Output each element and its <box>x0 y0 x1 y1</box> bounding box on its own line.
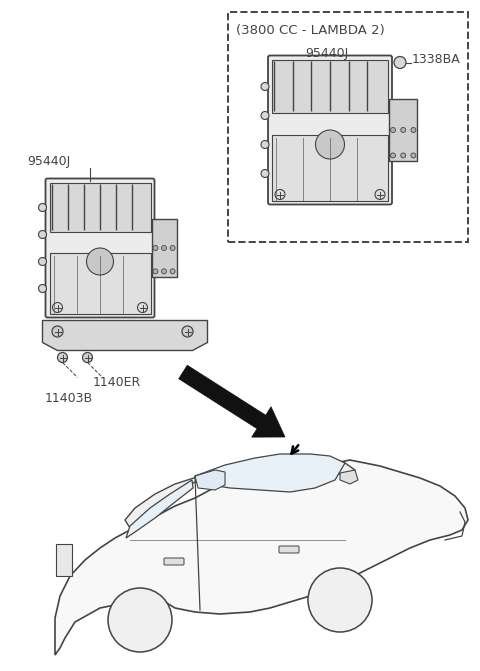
Circle shape <box>261 140 269 148</box>
Circle shape <box>326 586 354 614</box>
Circle shape <box>391 127 396 132</box>
Polygon shape <box>43 321 207 350</box>
Circle shape <box>261 170 269 178</box>
Circle shape <box>153 269 158 274</box>
Circle shape <box>162 269 167 274</box>
Polygon shape <box>179 365 285 437</box>
Polygon shape <box>340 470 358 484</box>
FancyBboxPatch shape <box>152 219 177 277</box>
Circle shape <box>401 127 406 132</box>
Circle shape <box>170 269 175 274</box>
Polygon shape <box>55 460 468 655</box>
Circle shape <box>261 111 269 119</box>
Circle shape <box>170 246 175 250</box>
Polygon shape <box>195 470 225 490</box>
Circle shape <box>401 153 406 158</box>
FancyBboxPatch shape <box>49 183 151 231</box>
Circle shape <box>275 189 285 199</box>
Text: 1140ER: 1140ER <box>93 376 141 389</box>
Circle shape <box>314 574 366 626</box>
Circle shape <box>308 568 372 632</box>
FancyBboxPatch shape <box>279 546 299 553</box>
FancyBboxPatch shape <box>389 99 418 162</box>
Circle shape <box>86 248 113 275</box>
Circle shape <box>58 352 68 362</box>
FancyBboxPatch shape <box>164 558 184 565</box>
Circle shape <box>52 326 63 337</box>
Text: 11403B: 11403B <box>45 393 93 405</box>
FancyBboxPatch shape <box>49 253 151 313</box>
Circle shape <box>38 231 47 238</box>
Circle shape <box>334 594 346 606</box>
Text: 1338BA: 1338BA <box>412 53 461 66</box>
Circle shape <box>38 203 47 211</box>
Circle shape <box>261 83 269 91</box>
Circle shape <box>114 594 166 646</box>
Circle shape <box>83 352 93 362</box>
Circle shape <box>411 153 416 158</box>
Circle shape <box>153 246 158 250</box>
Circle shape <box>315 130 345 159</box>
Circle shape <box>394 56 406 68</box>
Text: (3800 CC - LAMBDA 2): (3800 CC - LAMBDA 2) <box>236 24 385 37</box>
Circle shape <box>52 303 62 313</box>
FancyBboxPatch shape <box>46 178 155 317</box>
Circle shape <box>391 153 396 158</box>
FancyBboxPatch shape <box>56 544 72 576</box>
FancyBboxPatch shape <box>268 56 392 205</box>
FancyBboxPatch shape <box>272 136 388 201</box>
Circle shape <box>137 303 147 313</box>
Polygon shape <box>195 454 345 492</box>
Text: 95440J: 95440J <box>27 155 70 168</box>
Polygon shape <box>126 480 193 538</box>
Circle shape <box>38 285 47 293</box>
Text: 95440J: 95440J <box>305 47 348 60</box>
Circle shape <box>38 258 47 266</box>
Circle shape <box>411 127 416 132</box>
Circle shape <box>126 606 154 634</box>
Circle shape <box>375 189 385 199</box>
Circle shape <box>134 614 146 626</box>
Circle shape <box>182 326 193 337</box>
Circle shape <box>162 246 167 250</box>
Polygon shape <box>125 456 355 528</box>
Circle shape <box>108 588 172 652</box>
FancyBboxPatch shape <box>272 60 388 113</box>
